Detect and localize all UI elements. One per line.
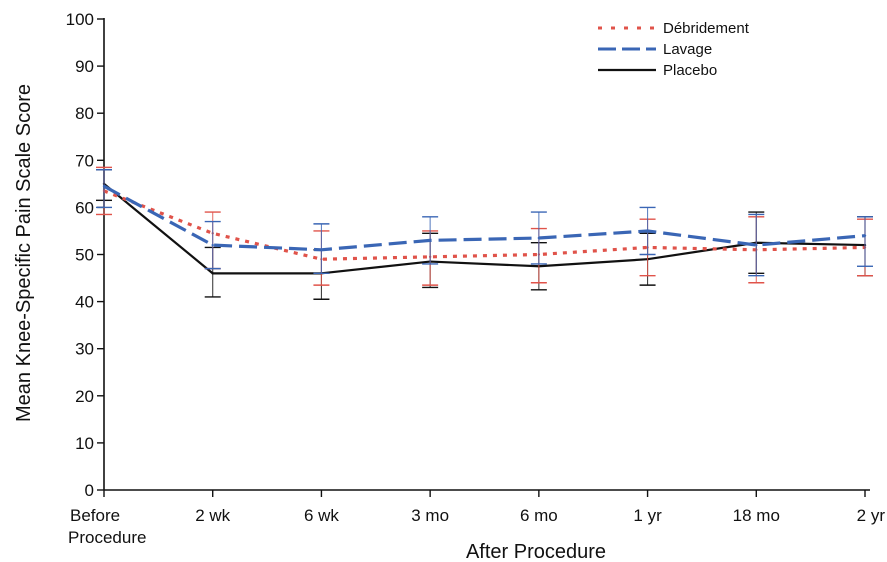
data-point [211, 243, 214, 247]
series-lavage [96, 169, 873, 277]
y-tick-label: 10 [75, 434, 94, 453]
y-tick-label: 70 [75, 151, 94, 170]
legend-item: Lavage [598, 41, 712, 58]
y-axis: 0 10 20 30 40 50 60 70 80 90 100 [66, 10, 105, 500]
y-tick-label: 100 [66, 10, 94, 29]
data-point [646, 229, 649, 233]
y-tick-label: 0 [85, 481, 94, 500]
x-tick-label: 2 yr [857, 506, 886, 525]
y-tick-label: 50 [75, 246, 94, 265]
data-point [428, 239, 432, 242]
legend: Débridement Lavage Placebo [598, 20, 750, 79]
data-point [211, 272, 214, 275]
y-axis-title: Mean Knee-Specific Pain Scale Score [13, 84, 35, 422]
y-tick-label: 40 [75, 293, 94, 312]
y-tick-label: 80 [75, 104, 94, 123]
legend-item: Débridement [598, 20, 750, 37]
series-line [103, 184, 866, 252]
x-tick-label: 2 wk [195, 506, 230, 525]
x-axis-title: After Procedure [466, 541, 606, 562]
error-bar [857, 216, 873, 267]
x-axis: Before Procedure 2 wk 6 wk 3 mo 6 mo 1 yr 18 mo… [68, 489, 886, 547]
data-point [537, 236, 541, 240]
x-tick-label-line: Before [70, 506, 120, 525]
legend-label: Lavage [663, 41, 712, 58]
x-tick-label: 6 wk [304, 506, 339, 525]
series-line [103, 183, 866, 275]
y-tick-label: 20 [75, 387, 94, 406]
data-point [102, 185, 106, 188]
data-point [863, 234, 867, 237]
legend-label: Placebo [663, 62, 717, 79]
x-tick-label: Before Procedure [68, 506, 146, 547]
data-point [320, 248, 323, 251]
y-tick-label: 90 [75, 57, 94, 76]
series-layer [96, 166, 873, 300]
x-tick-label: 3 mo [411, 506, 449, 525]
data-point [755, 243, 758, 247]
error-bar [96, 169, 112, 209]
y-tick-label: 30 [75, 340, 94, 359]
x-tick-label: 1 yr [633, 506, 662, 525]
y-tick-label: 60 [75, 198, 94, 217]
series-line [103, 189, 866, 261]
x-tick-label: 6 mo [520, 506, 558, 525]
x-tick-label: 18 mo [733, 506, 780, 525]
legend-item: Placebo [598, 62, 717, 79]
legend-label: Débridement [663, 20, 750, 37]
x-tick-label-line: Procedure [68, 528, 146, 547]
